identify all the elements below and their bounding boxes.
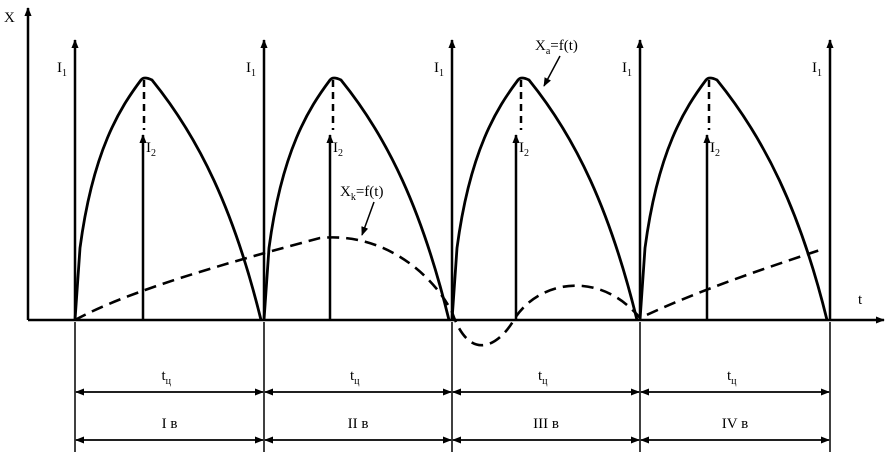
pulse-i1-label: I1 — [246, 60, 256, 79]
pulse-i1-label: I1 — [57, 60, 67, 79]
pulse-i1-label: I1 — [434, 60, 444, 79]
xa-wave — [73, 76, 263, 321]
pulse-i2-label: I2 — [519, 140, 529, 159]
cycle-time-label: tц — [727, 368, 737, 387]
period-label: II в — [348, 416, 369, 432]
curve-xa-label: Xa=f(t) — [535, 38, 578, 57]
pulse-arrows-group: I1 I1 I1 I1 I1 I2 I2 I2 I2 — [57, 39, 834, 320]
period-label: IV в — [722, 416, 748, 432]
pulse-i2-label: I2 — [710, 140, 720, 159]
cycle-time-label: tц — [538, 368, 548, 387]
pulse-i2-label: I2 — [333, 140, 343, 159]
pulse-i1-label: I1 — [812, 60, 822, 79]
period-label: I в — [162, 416, 178, 432]
pulse-i1-label: I1 — [622, 60, 632, 79]
curve-xk-pointer — [361, 201, 375, 236]
curve-xa-group — [73, 76, 829, 321]
y-axis-label: X — [4, 10, 15, 26]
x-axis-label: t — [858, 292, 863, 308]
xa-wave — [450, 76, 639, 321]
pulse-i2-label: I2 — [146, 140, 156, 159]
xa-wave — [262, 76, 451, 321]
curve-xk-label: Xk=f(t) — [340, 184, 383, 203]
cycle-time-label: tц — [162, 368, 172, 387]
dimension-lines-group: tц I в tц II в tц III в tц IV в — [74, 322, 831, 452]
period-label: III в — [533, 416, 559, 432]
cycle-time-label: tц — [350, 368, 360, 387]
curve-xk-group — [74, 236, 821, 347]
curve-xa-pointer — [543, 55, 561, 87]
xa-wave — [638, 76, 829, 321]
xk-curve — [74, 236, 821, 347]
